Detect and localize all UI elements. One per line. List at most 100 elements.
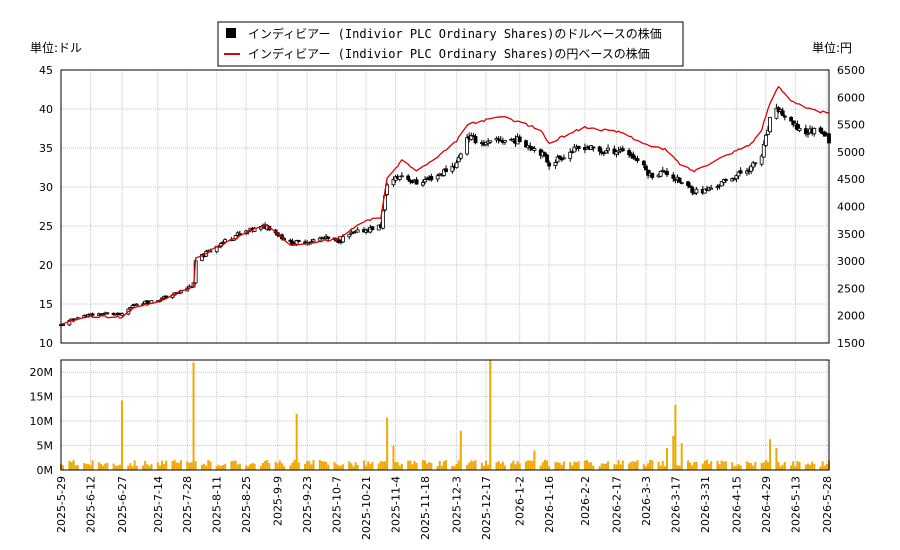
volume-bar [369, 464, 372, 470]
volume-bar [556, 462, 559, 470]
volume-bar [512, 460, 515, 470]
volume-bar [335, 464, 338, 470]
volume-bar [501, 461, 504, 470]
x-tick-label: 2026-4-29 [760, 476, 773, 533]
candle-body [341, 236, 345, 243]
volume-bar [230, 461, 233, 470]
volume-bar [266, 460, 269, 470]
volume-bar [680, 443, 683, 470]
volume-bar [104, 463, 107, 470]
candle-body [429, 176, 434, 181]
volume-bar [489, 360, 492, 470]
x-tick-label: 2025-8-11 [211, 476, 224, 533]
x-tick-label: 2025-10-21 [360, 476, 373, 540]
volume-panel: 0M 5M 10M 15M 20M 2025-5-29 2025-6-12 2025-6-2… [30, 359, 834, 540]
volume-bar [133, 460, 136, 470]
volume-bar [350, 463, 353, 470]
volume-bar [114, 465, 117, 470]
volume-bar [268, 463, 271, 470]
volume-bar [400, 463, 403, 470]
volume-bar [657, 461, 660, 470]
volume-bar [783, 461, 786, 470]
candle-body [561, 157, 566, 160]
volume-bar [546, 460, 549, 470]
volume-bar [457, 460, 460, 470]
volume-bar [278, 460, 281, 470]
volume-bar [663, 466, 666, 470]
volume-bar [497, 461, 500, 470]
volume-bar [222, 465, 225, 470]
x-tick-label: 2025-6-12 [84, 476, 97, 533]
volume-bar [731, 462, 734, 470]
candle-body [370, 226, 375, 231]
right-unit-label: 単位:円 [812, 40, 852, 55]
candle-body [679, 182, 684, 184]
volume-bar [739, 465, 742, 470]
volume-bar [320, 461, 323, 470]
volume-bar [724, 461, 727, 470]
candle-body [532, 148, 537, 151]
right-tick-label: 6000 [837, 91, 865, 104]
volume-bar [173, 459, 176, 470]
volume-bar [89, 465, 92, 470]
volume-bar [396, 462, 399, 470]
candle-body [200, 254, 204, 261]
volume-bar [745, 461, 748, 470]
volume-tick-label: 20M [30, 366, 54, 379]
volume-bar [308, 461, 311, 470]
right-tick-label: 4000 [837, 201, 865, 214]
volume-bar [259, 465, 262, 470]
volume-bars [60, 360, 830, 470]
volume-bar [144, 460, 147, 470]
volume-bar [510, 463, 513, 470]
candle-body [543, 152, 547, 157]
candle-body [545, 154, 549, 163]
candle-body [473, 136, 478, 144]
volume-bar [160, 460, 163, 470]
x-tick-label: 2026-3-17 [669, 476, 682, 533]
candle-body [555, 156, 560, 163]
volume-bar [367, 461, 370, 470]
candle-body [309, 241, 314, 243]
right-axis-ticks: 1500 2000 2500 3000 3500 4000 4500 5000 5500 6000… [837, 64, 865, 350]
volume-bar [245, 465, 248, 470]
volume-bar [442, 461, 445, 470]
volume-bar [813, 463, 816, 470]
right-tick-label: 5500 [837, 119, 865, 132]
candle-body [812, 128, 817, 135]
candle-body [347, 234, 352, 238]
candle-body [557, 155, 562, 159]
volume-bar [480, 462, 483, 470]
volume-bar [200, 464, 203, 470]
right-tick-label: 1500 [837, 337, 865, 350]
left-axis-ticks: 10 15 20 25 30 35 40 45 [39, 64, 53, 350]
price-plot-frame [60, 69, 830, 344]
volume-bar [224, 463, 227, 470]
volume-bar [600, 463, 603, 470]
volume-bar [811, 461, 814, 470]
candle-body [774, 107, 779, 119]
volume-bar [158, 465, 161, 470]
volume-bar [312, 460, 315, 470]
candle-body [688, 185, 693, 188]
volume-bar [590, 462, 593, 470]
volume-bar [794, 465, 797, 470]
candle-body [806, 132, 810, 135]
left-tick-label: 25 [39, 220, 53, 233]
candle-body [397, 175, 402, 180]
candle-body [614, 151, 619, 155]
candle-body [768, 116, 772, 133]
volume-bar [274, 461, 277, 470]
candle-body [134, 303, 139, 306]
candle-body [749, 165, 754, 172]
left-tick-label: 10 [39, 337, 53, 350]
volume-bar [533, 450, 536, 470]
candle-body [702, 188, 707, 194]
candle-body [736, 171, 741, 177]
volume-bar [482, 465, 485, 470]
candle-body [547, 162, 552, 167]
volume-bar [691, 465, 694, 470]
candle-body [296, 240, 301, 242]
volume-bar [97, 462, 100, 470]
volume-bar [207, 459, 210, 470]
